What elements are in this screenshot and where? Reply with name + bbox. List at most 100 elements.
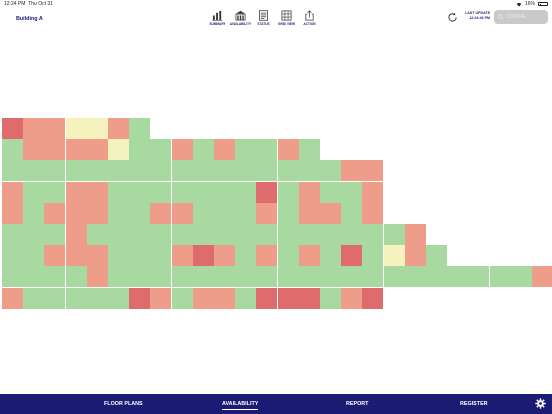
unit-cell[interactable] — [277, 202, 299, 224]
unit-cell[interactable] — [2, 245, 23, 267]
unit-cell[interactable] — [256, 266, 278, 288]
unit-cell[interactable] — [23, 287, 45, 309]
unit-cell[interactable] — [298, 181, 320, 203]
unit-cell[interactable] — [171, 287, 193, 309]
unit-cell[interactable] — [86, 139, 108, 161]
unit-cell[interactable] — [383, 245, 405, 267]
unit-cell[interactable] — [150, 224, 172, 245]
unit-cell[interactable] — [362, 224, 384, 245]
unit-cell[interactable] — [320, 266, 341, 288]
unit-cell[interactable] — [192, 224, 214, 245]
unit-cell[interactable] — [320, 160, 341, 182]
unit-cell[interactable] — [150, 266, 172, 288]
unit-cell[interactable] — [65, 266, 87, 288]
unit-cell[interactable] — [341, 266, 363, 288]
unit-cell[interactable] — [341, 181, 363, 203]
unit-cell[interactable] — [277, 245, 299, 267]
unit-cell[interactable] — [256, 202, 278, 224]
unit-cell[interactable] — [192, 287, 214, 309]
unit-cell[interactable] — [23, 266, 45, 288]
unit-cell[interactable] — [150, 160, 172, 182]
unit-cell[interactable] — [298, 160, 320, 182]
unit-cell[interactable] — [86, 202, 108, 224]
tab-availability[interactable]: AVAILABILITY — [222, 401, 259, 410]
unit-cell[interactable] — [362, 245, 384, 267]
unit-cell[interactable] — [277, 224, 299, 245]
action-button[interactable]: ACTION — [300, 10, 319, 26]
grid-view-button[interactable]: GRID VIEW — [277, 10, 296, 26]
tab-floor-plans[interactable]: FLOOR PLANS — [104, 401, 143, 407]
unit-cell[interactable] — [2, 287, 23, 309]
unit-cell[interactable] — [383, 266, 405, 288]
unit-cell[interactable] — [2, 224, 23, 245]
unit-cell[interactable] — [192, 202, 214, 224]
unit-cell[interactable] — [108, 287, 129, 309]
unit-cell[interactable] — [2, 118, 23, 139]
unit-cell[interactable] — [362, 287, 384, 309]
unit-cell[interactable] — [44, 118, 66, 139]
unit-cell[interactable] — [320, 181, 341, 203]
unit-cell[interactable] — [256, 224, 278, 245]
unit-cell[interactable] — [171, 224, 193, 245]
unit-cell[interactable] — [362, 202, 384, 224]
unit-cell[interactable] — [65, 139, 87, 161]
unit-cell[interactable] — [129, 181, 151, 203]
unit-cell[interactable] — [341, 160, 363, 182]
unit-cell[interactable] — [44, 224, 66, 245]
availability-button[interactable]: AVAILABILITY — [230, 10, 251, 26]
unit-cell[interactable] — [129, 139, 151, 161]
unit-cell[interactable] — [2, 181, 23, 203]
unit-cell[interactable] — [192, 160, 214, 182]
unit-cell[interactable] — [277, 266, 299, 288]
unit-cell[interactable] — [2, 266, 23, 288]
unit-cell[interactable] — [23, 139, 45, 161]
unit-cell[interactable] — [235, 202, 257, 224]
unit-cell[interactable] — [192, 181, 214, 203]
unit-cell[interactable] — [235, 139, 257, 161]
unit-cell[interactable] — [23, 202, 45, 224]
unit-cell[interactable] — [44, 181, 66, 203]
unit-cell[interactable] — [320, 245, 341, 267]
unit-cell[interactable] — [256, 181, 278, 203]
unit-cell[interactable] — [277, 160, 299, 182]
unit-cell[interactable] — [362, 160, 384, 182]
unit-cell[interactable] — [150, 139, 172, 161]
tab-report[interactable]: REPORT — [346, 401, 369, 407]
unit-cell[interactable] — [171, 266, 193, 288]
unit-cell[interactable] — [23, 181, 45, 203]
status-button[interactable]: STATUS — [254, 10, 273, 26]
unit-cell[interactable] — [256, 139, 278, 161]
unit-cell[interactable] — [129, 224, 151, 245]
summary-button[interactable]: SUMMARY — [208, 10, 227, 26]
unit-cell[interactable] — [86, 160, 108, 182]
unit-cell[interactable] — [214, 181, 235, 203]
unit-cell[interactable] — [2, 160, 23, 182]
unit-cell[interactable] — [65, 287, 87, 309]
unit-cell[interactable] — [44, 266, 66, 288]
unit-cell[interactable] — [214, 160, 235, 182]
unit-cell[interactable] — [44, 245, 66, 267]
unit-cell[interactable] — [192, 245, 214, 267]
unit-cell[interactable] — [108, 118, 129, 139]
unit-cell[interactable] — [214, 224, 235, 245]
unit-cell[interactable] — [320, 224, 341, 245]
unit-cell[interactable] — [23, 245, 45, 267]
unit-cell[interactable] — [129, 202, 151, 224]
unit-cell[interactable] — [320, 287, 341, 309]
search-box[interactable] — [494, 10, 548, 24]
unit-cell[interactable] — [298, 266, 320, 288]
unit-cell[interactable] — [298, 202, 320, 224]
search-input[interactable] — [506, 14, 546, 20]
unit-cell[interactable] — [65, 245, 87, 267]
unit-cell[interactable] — [86, 181, 108, 203]
unit-cell[interactable] — [298, 245, 320, 267]
unit-cell[interactable] — [171, 245, 193, 267]
unit-cell[interactable] — [404, 266, 426, 288]
unit-cell[interactable] — [404, 245, 426, 267]
unit-cell[interactable] — [192, 266, 214, 288]
unit-cell[interactable] — [298, 287, 320, 309]
unit-cell[interactable] — [65, 202, 87, 224]
unit-cell[interactable] — [150, 287, 172, 309]
unit-cell[interactable] — [86, 245, 108, 267]
unit-cell[interactable] — [362, 266, 384, 288]
